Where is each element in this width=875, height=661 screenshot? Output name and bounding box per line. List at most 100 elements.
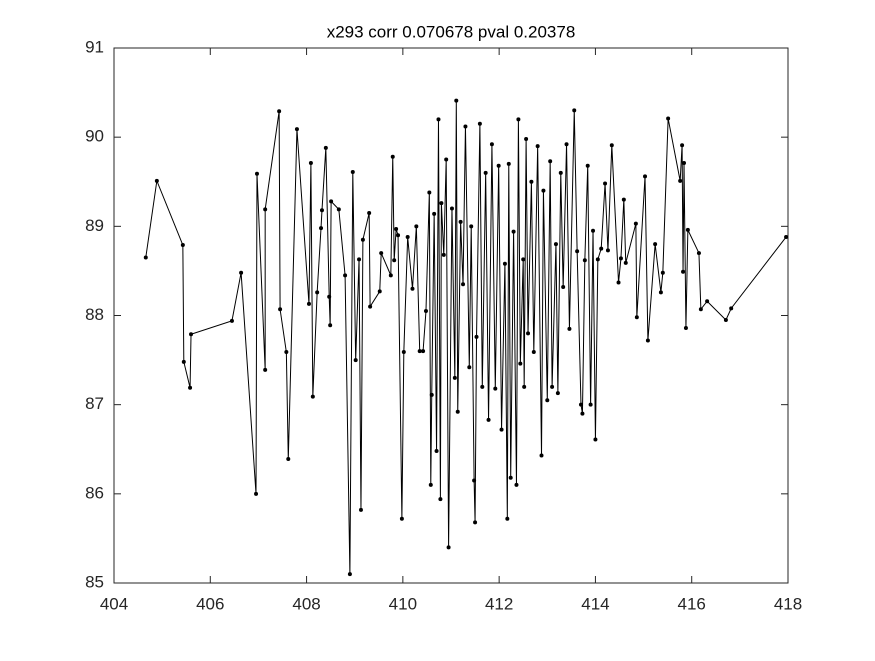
data-point: [444, 157, 449, 162]
data-point: [729, 306, 734, 311]
data-point: [263, 207, 268, 212]
data-point: [436, 117, 441, 122]
data-point: [454, 98, 459, 103]
data-point: [539, 453, 544, 458]
data-point: [328, 323, 333, 328]
data-point: [315, 290, 320, 295]
data-point: [511, 229, 516, 234]
data-point: [396, 233, 401, 238]
data-point: [327, 294, 332, 299]
data-point: [441, 252, 446, 257]
data-point: [319, 226, 324, 231]
data-point: [705, 299, 710, 304]
data-point: [421, 349, 426, 354]
data-point: [350, 169, 355, 174]
data-point: [329, 199, 334, 204]
data-point: [653, 242, 658, 247]
data-point: [394, 227, 399, 232]
x-tick-label: 416: [678, 594, 706, 613]
data-point: [524, 136, 529, 141]
data-point: [277, 109, 282, 114]
data-point: [505, 516, 510, 521]
data-point: [474, 334, 479, 339]
data-point: [181, 359, 186, 364]
data-point: [588, 402, 593, 407]
data-point: [553, 242, 558, 247]
data-point: [452, 375, 457, 380]
data-point: [666, 116, 671, 121]
data-point: [379, 251, 384, 256]
data-point: [685, 227, 690, 232]
data-point: [683, 325, 688, 330]
data-point: [357, 257, 362, 262]
data-point: [582, 258, 587, 263]
data-point: [434, 449, 439, 454]
data-point: [643, 174, 648, 179]
data-point: [784, 235, 789, 240]
data-point: [472, 478, 477, 483]
data-point: [439, 201, 444, 206]
data-point: [294, 127, 299, 132]
y-tick-label: 89: [85, 216, 104, 235]
data-point: [578, 402, 583, 407]
data-point: [496, 163, 501, 168]
data-point: [616, 280, 621, 285]
data-point: [306, 301, 311, 306]
data-point: [438, 497, 443, 502]
data-point: [154, 178, 159, 183]
data-point: [634, 315, 639, 320]
data-point: [621, 197, 626, 202]
data-point: [605, 248, 610, 253]
data-point: [541, 188, 546, 193]
data-point: [284, 350, 289, 355]
data-point: [522, 384, 527, 389]
data-point: [263, 367, 268, 372]
data-point: [682, 161, 687, 166]
data-point: [401, 350, 406, 355]
data-point: [254, 491, 259, 496]
data-point: [286, 457, 291, 462]
data-point: [680, 143, 685, 148]
y-tick-label: 91: [85, 37, 104, 56]
data-point: [550, 384, 555, 389]
data-point: [390, 154, 395, 159]
data-point: [469, 224, 474, 229]
data-point: [678, 178, 683, 183]
data-point: [514, 482, 519, 487]
data-point: [535, 144, 540, 149]
data-point: [526, 331, 531, 336]
data-point: [423, 309, 428, 314]
data-point: [660, 270, 665, 275]
data-point: [360, 237, 365, 242]
data-point: [429, 392, 434, 397]
data-point: [188, 385, 193, 390]
data-point: [477, 121, 482, 126]
data-point: [595, 257, 600, 262]
data-point: [368, 304, 373, 309]
data-point: [414, 224, 419, 229]
data-point: [458, 219, 463, 224]
data-point: [548, 159, 553, 164]
data-point: [508, 475, 513, 480]
data-point: [618, 256, 623, 261]
data-point: [531, 350, 536, 355]
data-point: [658, 290, 663, 295]
x-tick-label: 412: [485, 594, 513, 613]
data-point: [336, 207, 341, 212]
data-point: [463, 124, 468, 129]
data-point: [319, 208, 324, 213]
data-point: [723, 317, 728, 322]
data-point: [405, 235, 410, 240]
y-tick-label: 85: [85, 572, 104, 591]
x-tick-label: 408: [292, 594, 320, 613]
data-point: [681, 269, 686, 274]
data-point: [254, 171, 259, 176]
data-point: [417, 349, 422, 354]
data-point: [367, 210, 372, 215]
data-point: [180, 243, 185, 248]
data-point: [392, 258, 397, 263]
data-point: [696, 251, 701, 256]
data-point: [518, 361, 523, 366]
